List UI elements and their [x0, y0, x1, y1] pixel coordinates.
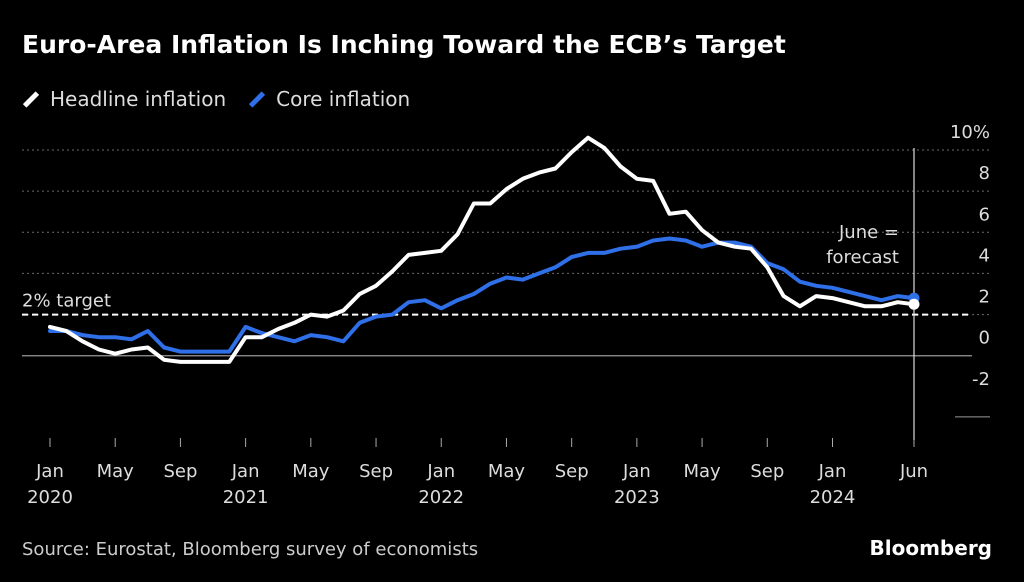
legend-item-headline: Headline inflation [22, 87, 226, 111]
legend-label-headline: Headline inflation [50, 87, 227, 111]
forecast-label-line1: June = [838, 222, 899, 243]
x-tick-label: May [292, 461, 330, 482]
bloomberg-logo: Bloomberg [869, 536, 992, 560]
x-tick-label: Sep [555, 461, 589, 482]
legend-item-core: Core inflation [248, 87, 410, 111]
x-tick-label: Jan [622, 461, 651, 482]
core-inflation-line [48, 236, 916, 354]
target-line-group: 2% target [22, 291, 972, 316]
source-note: Source: Eurostat, Bloomberg survey of ec… [22, 539, 479, 560]
series-lines [48, 135, 920, 364]
x-tick-label: Sep [750, 461, 784, 482]
headline-inflation-line [48, 135, 916, 364]
x-tick-year-label: 2021 [223, 487, 269, 508]
x-tick-year-label: 2020 [27, 487, 73, 508]
x-tick-label: Jan [426, 461, 455, 482]
x-tick-label: Sep [163, 461, 197, 482]
x-tick-year-label: 2023 [614, 487, 660, 508]
y-tick-label: 2 [979, 287, 990, 308]
forecast-label-line2: forecast [826, 247, 899, 268]
x-tick-label: Jan [818, 461, 847, 482]
x-tick-label: May [97, 461, 135, 482]
y-tick-label: -2 [972, 369, 990, 390]
x-tick-label: Jun [899, 461, 928, 482]
x-tick-year-label: 2022 [418, 487, 464, 508]
x-axis: Jan 2020 May Sep Jan 2021 May Sep Jan 2022 May Sep J… [27, 438, 928, 508]
y-axis: 10% 8 6 4 2 0 -2 [950, 122, 990, 390]
x-tick-label: Sep [359, 461, 393, 482]
x-tick-label: May [488, 461, 526, 482]
headline-forecast-point [908, 298, 920, 310]
x-tick-label: May [683, 461, 721, 482]
y-tick-label: 10% [950, 122, 990, 143]
legend: Headline inflation Core inflation [22, 86, 432, 112]
x-tick-year-label: 2024 [810, 487, 856, 508]
y-tick-label: 6 [979, 204, 990, 225]
x-tick-label: Jan [35, 461, 64, 482]
target-label: 2% target [22, 291, 111, 312]
y-tick-label: 0 [979, 328, 990, 349]
y-tick-label: 4 [979, 245, 990, 266]
x-tick-label: Jan [231, 461, 260, 482]
legend-label-core: Core inflation [276, 87, 411, 111]
forecast-marker-group: June = forecast [826, 148, 915, 440]
y-tick-label: 8 [979, 163, 990, 184]
chart-title: Euro-Area Inflation Is Inching Toward th… [22, 30, 786, 59]
